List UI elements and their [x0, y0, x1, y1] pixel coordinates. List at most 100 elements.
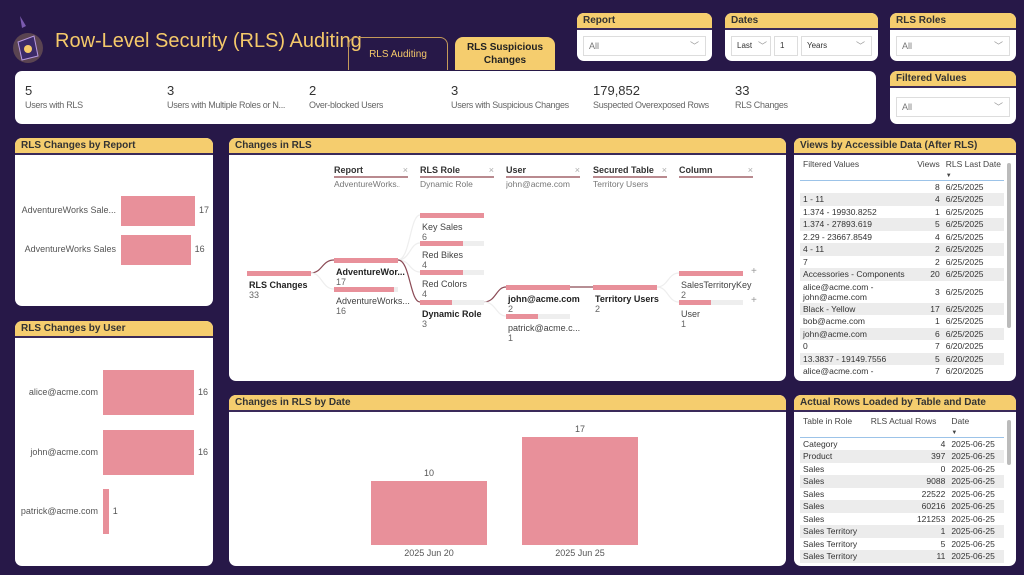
node-bar-track [334, 258, 398, 263]
level-label: RLS Role [420, 165, 461, 175]
table-cell: 4 [940, 439, 946, 449]
tree-node[interactable]: AdventureWorks... 16 [334, 287, 410, 316]
table-row: Sales Territory 11 2025-06-25 [800, 550, 1004, 563]
node-value: 17 [336, 277, 347, 287]
level-header-rls-role[interactable]: RLS Role × [420, 165, 494, 178]
level-selection: Dynamic Role [420, 179, 473, 189]
node-bar-track [679, 271, 743, 276]
table-row: Black - Yellow 17 6/25/2025 [800, 302, 1004, 315]
report-dropdown[interactable]: All ﹀ [583, 36, 706, 56]
tree-node[interactable]: patrick@acme.c... 1 [506, 314, 580, 343]
table-row: Sales 121253 2025-06-25 [800, 513, 1004, 526]
table-body: Category 4 2025-06-25 Product 397 2025-06-25 S… [800, 438, 1004, 563]
tree-node[interactable]: john@acme.com 2 [506, 285, 580, 314]
node-bar-track [420, 213, 484, 218]
node-label: john@acme.com [508, 294, 580, 304]
node-bar [420, 300, 452, 305]
data-label: 16 [194, 244, 205, 254]
rls-roles-dropdown[interactable]: All ﹀ [896, 36, 1010, 56]
close-icon[interactable]: × [402, 165, 408, 175]
node-value: 1 [508, 333, 514, 343]
kpi-value: 179,852 [593, 83, 640, 98]
level-header-column[interactable]: Column × [679, 165, 753, 178]
date-count-input[interactable]: 1 [774, 36, 798, 56]
expand-plus-icon[interactable]: + [751, 266, 757, 277]
bar [121, 235, 191, 265]
bar-label: patrick@acme.com [20, 505, 98, 516]
node-bar [334, 287, 395, 292]
table-cell: 6 [934, 328, 940, 339]
col-header-sorted[interactable]: Date ▼ [948, 412, 1004, 438]
close-icon[interactable]: × [574, 165, 580, 175]
tree-node[interactable]: User 1 [679, 300, 749, 329]
chevron-down-icon: ﹀ [855, 41, 865, 51]
col-header[interactable]: Views [917, 159, 940, 169]
col-header-sorted[interactable]: RLS Last Date ▼ [943, 155, 1004, 181]
level-header-user[interactable]: User × [506, 165, 580, 178]
scrollbar[interactable] [1007, 163, 1011, 328]
tree-node[interactable]: AdventureWor... 17 [334, 258, 405, 287]
level-header-report[interactable]: Report × [334, 165, 408, 178]
level-header-secured-table[interactable]: Secured Table × [593, 165, 667, 178]
kpi-label: Users with Multiple Roles or N... [167, 100, 286, 110]
tree-node[interactable]: Red Bikes 4 [420, 241, 490, 270]
tree-node[interactable]: RLS Changes 33 [247, 271, 317, 300]
rows-loaded-table: Table in Role RLS Actual Rows Date ▼ Catego… [800, 412, 1004, 563]
table-cell: 6/25/2025 [945, 256, 984, 267]
tab-rls-suspicious-changes[interactable]: RLS Suspicious Changes [455, 37, 555, 70]
col-header[interactable]: Filtered Values [803, 159, 860, 169]
table-cell: 6/25/2025 [945, 206, 984, 217]
dropdown-value: Years [807, 41, 828, 50]
col-header[interactable]: Table in Role [803, 416, 853, 426]
tree-node[interactable]: SalesTerritoryKey 2 [679, 271, 752, 300]
filtered-values-dropdown[interactable]: All ﹀ [896, 97, 1010, 117]
bar [103, 489, 109, 534]
changes-by-user-chart: RLS Changes by User alice@acme.com 16 john… [15, 321, 213, 566]
node-label: AdventureWor... [336, 267, 405, 277]
scrollbar[interactable] [1007, 420, 1011, 465]
node-bar [679, 300, 711, 305]
table-cell: 2025-06-25 [951, 488, 995, 499]
expand-plus-icon[interactable]: + [751, 295, 757, 306]
x-tick-label: 2025 Jun 25 [555, 548, 605, 558]
date-unit-dropdown[interactable]: Years ﹀ [801, 36, 872, 56]
close-icon[interactable]: × [488, 165, 494, 175]
table-cell: 2025-06-25 [951, 463, 995, 474]
table-cell: 2.29 - 23667.8549 [803, 231, 873, 242]
dates-slicer: Dates Last ﹀ 1 Years ﹀ [725, 13, 878, 61]
node-bar-track [506, 314, 570, 319]
data-label: 10 [423, 468, 434, 479]
kpi-rls-changes: 33 RLS Changes [735, 83, 788, 110]
table-cell: 7 [934, 366, 940, 377]
date-bar [371, 481, 487, 545]
kpi-suspicious: 3 Users with Suspicious Changes [451, 83, 569, 110]
table-row: john@acme.com 6 6/25/2025 [800, 327, 1004, 340]
tree-node[interactable]: Red Colors 4 [420, 270, 490, 299]
table-cell: 1 - 11 [803, 194, 825, 205]
table-cell: 9088 [926, 476, 946, 487]
table-cell: 2025-06-25 [951, 439, 995, 449]
table-cell: 6/20/2025 [945, 341, 984, 352]
col-header[interactable]: RLS Actual Rows [870, 416, 937, 426]
tree-node[interactable]: Dynamic Role 3 [420, 300, 490, 329]
table-cell: 2025-06-25 [951, 451, 995, 462]
close-icon[interactable]: × [661, 165, 667, 175]
level-label: Report [334, 165, 363, 175]
node-bar-track [420, 241, 484, 246]
close-icon[interactable]: × [747, 165, 753, 175]
table-cell: 7 [803, 256, 808, 267]
date-mode-dropdown[interactable]: Last ﹀ [731, 36, 771, 56]
date-controls: Last ﹀ 1 Years ﹀ [731, 36, 872, 56]
slicer-title: Dates [725, 13, 878, 30]
table-cell: 6/20/2025 [945, 353, 984, 364]
dropdown-value: Last [737, 41, 753, 50]
table-row: Sales Territory 1 2025-06-25 [800, 525, 1004, 538]
report-slicer: Report All ﹀ [577, 13, 712, 61]
tree-node[interactable]: Territory Users 2 [593, 285, 663, 314]
kpi-multiple-roles: 3 Users with Multiple Roles or N... [167, 83, 285, 110]
node-value: 16 [336, 306, 347, 316]
data-label: 16 [198, 446, 209, 457]
tree-node[interactable]: Key Sales 6 [420, 213, 490, 242]
sort-desc-icon: ▼ [945, 173, 952, 179]
tab-rls-auditing[interactable]: RLS Auditing [348, 37, 448, 70]
